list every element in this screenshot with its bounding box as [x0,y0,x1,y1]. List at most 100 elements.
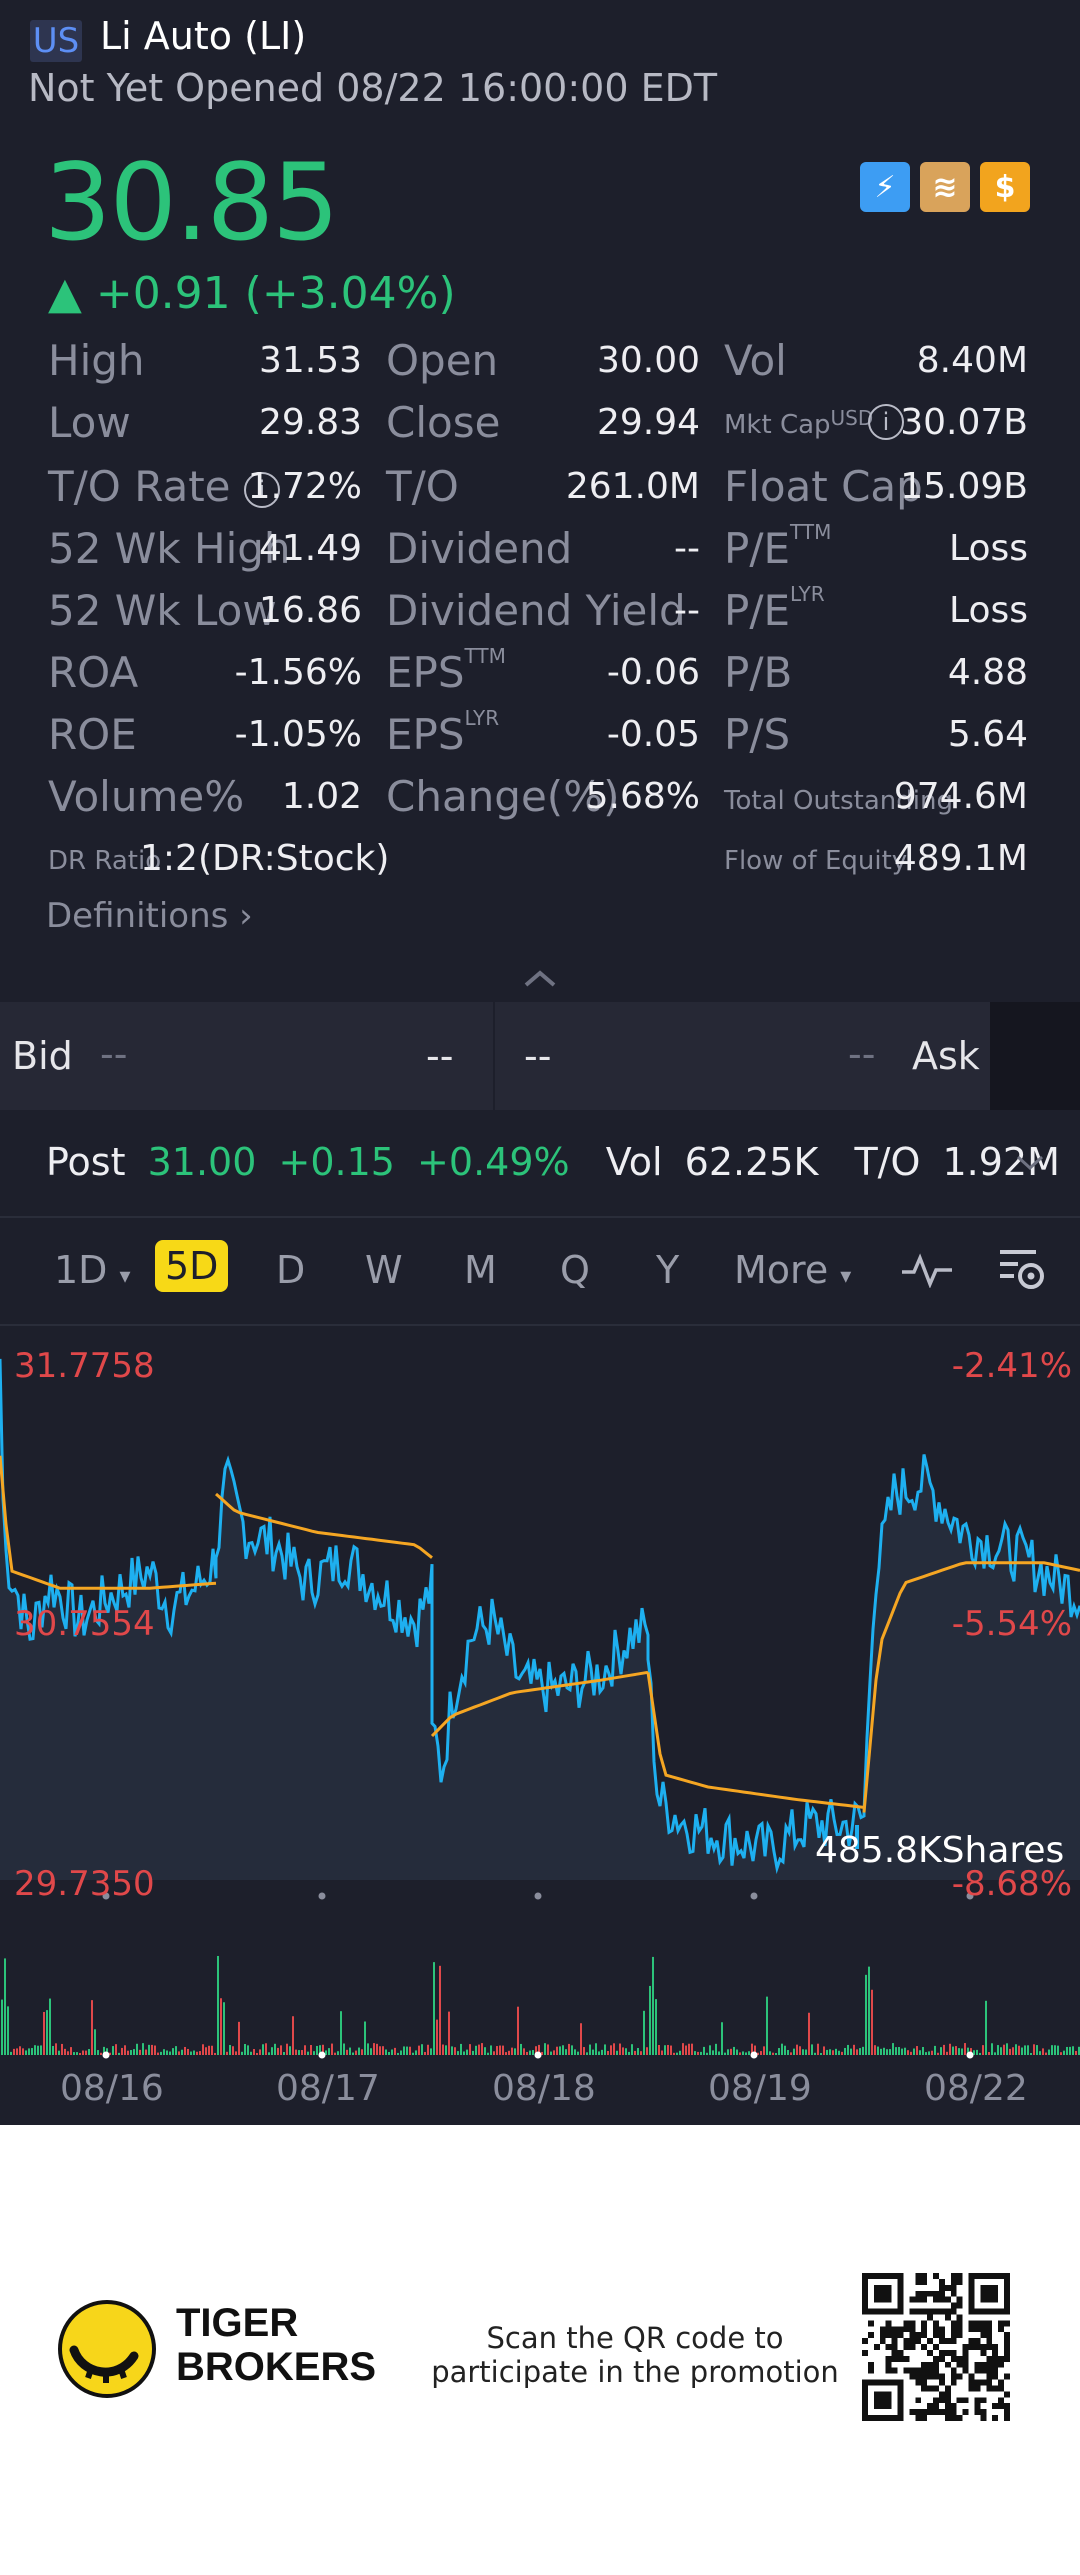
stat-to-rate-label[interactable]: T/O Rate i [48,462,280,511]
volume-bar [307,2051,309,2055]
volume-bar [457,2051,459,2055]
definitions-link[interactable]: Definitions › [46,896,253,936]
stat-div-yield-label: Dividend Yield [386,586,686,635]
volume-bar [1006,2043,1008,2055]
volume-bar [1024,2045,1026,2055]
volume-bar [142,2043,144,2055]
qr-code-icon[interactable] [862,2273,1010,2421]
post-market-row[interactable]: Post 31.00 +0.15 +0.49% Vol 62.25K T/O 1… [46,1140,1070,1184]
volume-bar [520,2043,522,2055]
post-label: Post [46,1140,126,1184]
volume-bar [742,2051,744,2055]
ask-label: Ask [912,1034,980,1078]
volume-bar [571,2045,573,2055]
volume-bar [946,2051,948,2055]
info-icon[interactable]: i [868,404,904,440]
collapse-caret-icon[interactable] [520,965,560,991]
volume-bar [103,2046,105,2055]
volume-bar [949,2043,951,2055]
dollar-icon[interactable]: $ [980,162,1030,212]
stat-dividend-label: Dividend [386,524,573,573]
volume-bar [865,1974,867,2055]
stat-close: 29.94 [596,402,700,443]
tab-w[interactable]: W [365,1248,403,1292]
volume-bar [310,2045,312,2055]
tab-q[interactable]: Q [560,1248,590,1292]
volume-bar [712,2050,714,2055]
volume-bar [325,2050,327,2055]
volume-bar [664,2045,666,2055]
tab-more[interactable]: More ▾ [734,1248,852,1292]
bid-ask-bar [0,1002,990,1110]
volume-bar [115,2044,117,2055]
chevron-down-icon[interactable] [1014,1152,1046,1174]
volume-bar [382,2046,384,2055]
volume-bar [472,2050,474,2055]
tab-d[interactable]: D [276,1248,306,1292]
bid-label: Bid [12,1034,73,1078]
stat-total-out-label: Total Outstanding [724,786,953,816]
tab-1d[interactable]: 1D ▾ [54,1248,131,1292]
volume-bar [16,2048,18,2055]
volume-bar [463,2051,465,2055]
volume-bar [193,2050,195,2055]
grid-dot [966,2051,974,2059]
volume-bar [244,2043,246,2055]
volume-bar [403,2046,405,2055]
volume-bar [70,2047,72,2055]
volume-bar [1012,2047,1014,2055]
post-to: 1.92M [942,1140,1060,1184]
info-icon[interactable]: i [243,471,280,508]
volume-bar [478,2044,480,2055]
volume-bar [580,2023,582,2055]
chart-settings-icon[interactable] [996,1246,1048,1294]
volume-bar [514,2048,516,2055]
chevron-right-icon: › [239,896,253,936]
stat-low: 29.83 [258,402,362,443]
volume-bar [331,2043,333,2055]
bid-size: -- [426,1034,454,1078]
volume-bar [592,2049,594,2055]
tab-y[interactable]: Y [656,1248,680,1292]
volume-bar [958,2048,960,2055]
volume-bar [841,2051,843,2055]
volume-bar [778,2048,780,2055]
volume-bar [415,2050,417,2055]
education-icon[interactable]: ≋ [920,162,970,212]
volume-bar [640,2051,642,2055]
stat-vol: 8.40M [916,340,1028,381]
volume-bar [394,2047,396,2055]
price-chart[interactable] [0,1330,1080,2125]
volume-bar [349,2047,351,2055]
volume-bar [727,2049,729,2055]
bid-price: -- [100,1032,128,1076]
stat-eps-lyr: -0.05 [606,714,700,755]
volume-bar [736,2049,738,2055]
volume-bar [43,2011,45,2055]
volume-bar [721,2022,723,2055]
lightning-level1-icon[interactable]: ⚡ [860,162,910,212]
volume-bar [982,2045,984,2055]
market-status: Not Yet Opened 08/22 16:00:00 EDT [28,66,718,110]
volume-bar [1021,2047,1023,2055]
volume-bar [796,2044,798,2055]
stat-mktcap: 30.07B [900,402,1028,443]
volume-bar [829,2049,831,2055]
tab-5d[interactable]: 5D [155,1240,229,1292]
volume-bar [760,2051,762,2055]
tab-m[interactable]: M [464,1248,497,1292]
indicator-icon[interactable] [900,1252,954,1288]
post-change-pct: +0.49% [417,1140,570,1184]
volume-bar [1000,2047,1002,2055]
volume-bar [1039,2051,1041,2055]
stat-mktcap-label[interactable]: Mkt CapUSD [724,406,874,440]
post-to-label: T/O [854,1140,921,1184]
volume-bar [904,2047,906,2055]
volume-bar [424,2051,426,2055]
stat-pb-label: P/B [724,648,793,697]
volume-bar [322,2044,324,2055]
stat-dr-ratio: 1:2(DR:Stock) [140,838,390,879]
volume-bar [199,2051,201,2055]
dropdown-caret-icon: ▾ [840,1264,852,1289]
volume-bar [955,2046,957,2055]
